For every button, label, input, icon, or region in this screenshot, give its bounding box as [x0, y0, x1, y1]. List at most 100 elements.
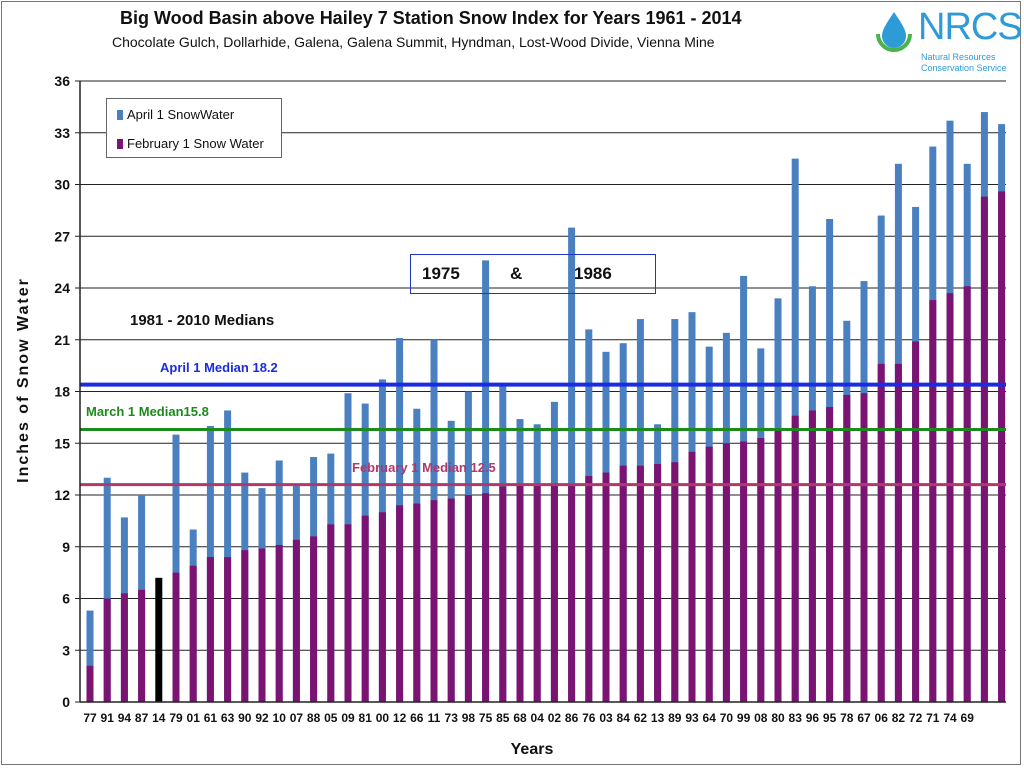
- x-tick-label: 83: [789, 711, 803, 725]
- x-tick-label: 73: [445, 711, 459, 725]
- y-tick-label: 27: [54, 228, 70, 244]
- legend-swatch-april: [117, 109, 123, 120]
- bar-february: [998, 191, 1006, 702]
- y-tick-label: 24: [54, 280, 70, 296]
- x-tick-label: 99: [737, 711, 751, 725]
- bar-february: [103, 598, 111, 702]
- legend-item-april: April 1 SnowWater: [117, 107, 234, 122]
- bar-february: [585, 476, 593, 702]
- y-tick-label: 15: [54, 435, 70, 451]
- x-tick-label: 96: [806, 711, 820, 725]
- bar-april: [172, 434, 180, 702]
- bar-february: [447, 498, 455, 702]
- medians-title: 1981 - 2010 Medians: [130, 312, 275, 329]
- bar-february: [980, 196, 988, 702]
- logo-wordmark: NRCS: [918, 6, 1023, 48]
- bar-april: [224, 410, 232, 702]
- bar-april: [482, 260, 490, 702]
- x-tick-label: 76: [582, 711, 596, 725]
- bar-february: [843, 394, 851, 702]
- x-tick-label: 91: [101, 711, 115, 725]
- x-tick-label: 82: [892, 711, 906, 725]
- bar-february: [258, 548, 266, 702]
- bar-february: [413, 503, 421, 702]
- bar-february: [894, 363, 902, 702]
- annotation-1986: 1986: [574, 264, 612, 283]
- bar-february: [464, 495, 472, 702]
- x-tick-label: 02: [548, 711, 562, 725]
- bar-february: [310, 536, 318, 702]
- x-tick-label: 78: [840, 711, 854, 725]
- y-tick-label: 30: [54, 177, 70, 193]
- bar-february: [929, 300, 937, 702]
- x-tick-label: 92: [255, 711, 269, 725]
- bar-february: [516, 484, 524, 702]
- x-tick-label: 01: [187, 711, 201, 725]
- x-tick-label: 62: [634, 711, 648, 725]
- bar-february: [482, 493, 490, 702]
- water-drop-icon: [876, 12, 912, 52]
- chart-title: Big Wood Basin above Hailey 7 Station Sn…: [120, 8, 742, 28]
- x-tick-label: 12: [393, 711, 407, 725]
- bar-february: [740, 441, 748, 702]
- bar-february: [344, 524, 352, 702]
- bar-april: [103, 477, 111, 702]
- y-tick-label: 18: [54, 384, 70, 400]
- bar-february: [396, 505, 404, 702]
- y-tick-label: 3: [62, 642, 70, 658]
- bar-february: [636, 465, 644, 702]
- bar-february: [224, 557, 232, 702]
- x-tick-label: 00: [376, 711, 390, 725]
- logo-subtitle-line1: Natural Resources: [921, 52, 996, 62]
- bar-february: [774, 429, 782, 702]
- bar-april: [86, 610, 94, 702]
- y-tick-label: 0: [62, 694, 70, 710]
- x-tick-label: 63: [221, 711, 235, 725]
- bar-february: [241, 550, 249, 702]
- x-tick-label: 10: [273, 711, 287, 725]
- bar-february: [292, 539, 300, 702]
- x-tick-label: 61: [204, 711, 218, 725]
- bar-february: [877, 363, 885, 702]
- x-tick-label: 90: [238, 711, 252, 725]
- bar-february: [206, 557, 214, 702]
- x-tick-label: 75: [479, 711, 493, 725]
- y-tick-label: 21: [54, 332, 70, 348]
- bar-february: [791, 415, 799, 702]
- x-tick-label: 94: [118, 711, 132, 725]
- bar-february: [568, 484, 576, 702]
- bar-february: [138, 589, 146, 702]
- x-tick-label: 70: [720, 711, 734, 725]
- bar-february: [430, 500, 438, 702]
- bar-february: [826, 407, 834, 702]
- x-tick-label: 66: [410, 711, 424, 725]
- bar-february: [189, 565, 197, 702]
- legend-item-february: February 1 Snow Water: [117, 136, 264, 151]
- x-tick-label: 09: [341, 711, 355, 725]
- x-tick-label: 81: [359, 711, 373, 725]
- bar-february: [550, 484, 558, 702]
- y-tick-label: 9: [62, 539, 70, 555]
- x-tick-label: 84: [617, 711, 631, 725]
- bar-february: [722, 443, 730, 702]
- x-tick-label: 11: [428, 711, 441, 725]
- x-tick-label: 64: [703, 711, 717, 725]
- bar-february: [688, 451, 696, 702]
- annotation-box: [410, 254, 656, 294]
- bar-february: [671, 462, 679, 702]
- x-tick-label: 08: [754, 711, 768, 725]
- bar-february: [912, 341, 920, 702]
- bar-february: [499, 486, 507, 702]
- bar-february: [705, 446, 713, 702]
- bar-february-highlight: [155, 577, 163, 702]
- y-tick-label: 12: [54, 487, 70, 503]
- x-tick-label: 72: [909, 711, 923, 725]
- x-tick-label: 04: [531, 711, 545, 725]
- x-tick-label: 79: [169, 711, 183, 725]
- bar-february: [86, 665, 94, 702]
- x-tick-label: 71: [926, 711, 940, 725]
- x-tick-label: 67: [857, 711, 871, 725]
